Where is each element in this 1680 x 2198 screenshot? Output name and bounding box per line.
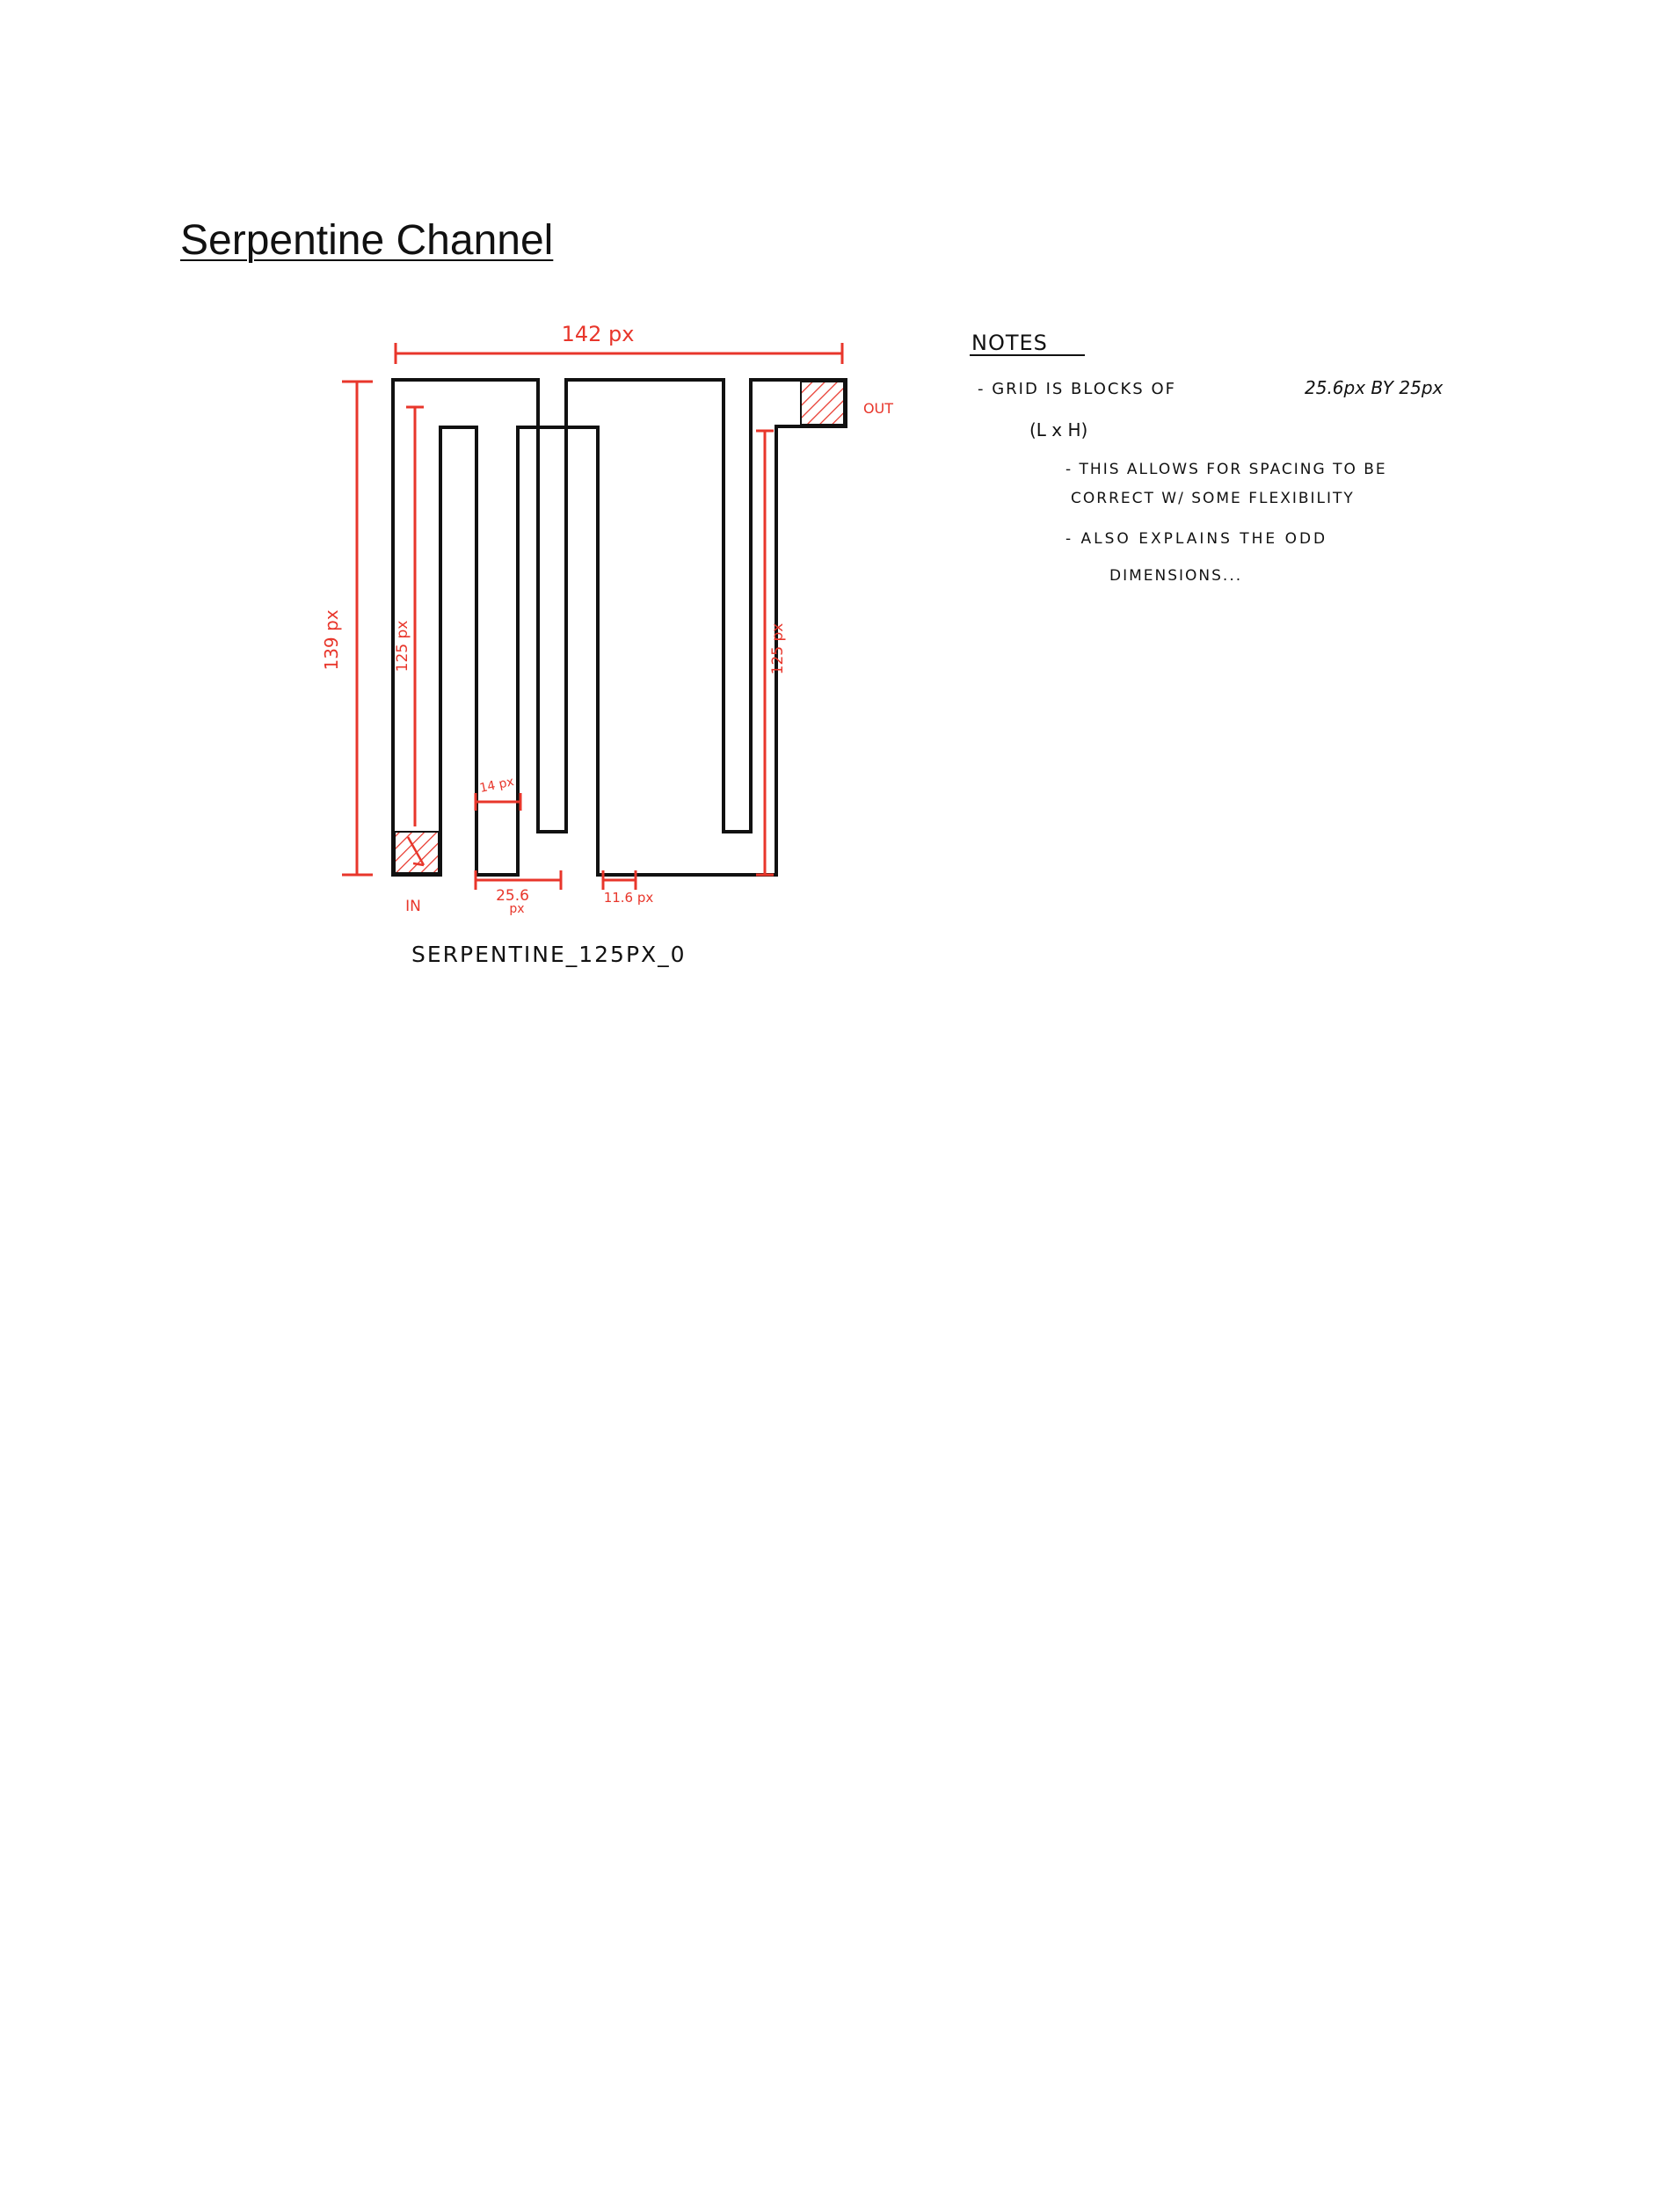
notes-line-4: CORRECT W/ SOME FLEXIBILITY (1071, 490, 1355, 507)
block-width-unit: px (509, 902, 524, 916)
width-label: 142 px (562, 322, 635, 346)
height-inner-left-label: 125 px (394, 621, 411, 673)
notes-line-6: DIMENSIONS... (1109, 567, 1242, 585)
outlet-label: OUT (863, 400, 893, 417)
inlet-arrow (406, 836, 425, 866)
dimension-lines (342, 343, 844, 890)
outlet-block (800, 381, 845, 426)
notes-line-3: - THIS ALLOWS FOR SPACING TO BE (1065, 461, 1387, 478)
notes-heading: NOTES (971, 331, 1048, 355)
notes-line-2: (L x H) (1029, 419, 1087, 440)
serpentine-channel-outline (391, 378, 847, 877)
notes-block: NOTES - GRID IS BLOCKS OF 25.6px BY 25px… (970, 331, 1444, 585)
notes-line-1b: 25.6px BY 25px (1305, 377, 1444, 398)
height-inner-right-label: 125 px (769, 623, 787, 675)
gap-label: 14 px (478, 775, 515, 796)
height-outer-label: 139 px (321, 609, 342, 670)
page-title: Serpentine Channel (180, 217, 554, 264)
wall-label: 11.6 px (604, 890, 654, 906)
inlet-label: IN (405, 898, 421, 915)
diagram-caption: SERPENTINE_125PX_0 (411, 942, 687, 967)
notes-line-1: - GRID IS BLOCKS OF (978, 380, 1176, 398)
notes-line-5: - ALSO EXPLAINS THE ODD (1065, 530, 1327, 548)
block-width-value: 25.6 (496, 887, 529, 905)
